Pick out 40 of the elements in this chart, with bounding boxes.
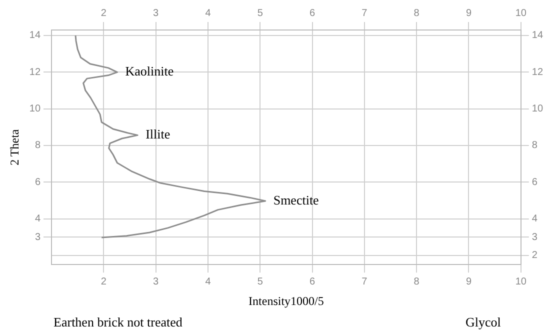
x2-tick-label: 6 bbox=[309, 276, 316, 288]
y-tick-label: 4 bbox=[34, 214, 41, 225]
y-tick-label: 3 bbox=[34, 232, 41, 243]
y2-tick-label: 10 bbox=[532, 104, 544, 115]
x2-tick-label: 5 bbox=[257, 276, 264, 288]
x-tick-label: 3 bbox=[153, 8, 160, 19]
y-tick-label: 12 bbox=[29, 66, 41, 78]
annotation: Kaolinite bbox=[125, 64, 174, 79]
x2-tick-label: 8 bbox=[414, 276, 420, 288]
x2-tick-label: 10 bbox=[515, 276, 527, 288]
x2-tick-label: 3 bbox=[153, 276, 160, 288]
y-tick-label: 14 bbox=[29, 30, 41, 42]
y2-tick-label: 12 bbox=[532, 66, 544, 78]
y2-tick-label: 4 bbox=[532, 214, 538, 225]
x-tick-label: 8 bbox=[414, 8, 420, 19]
x-tick-label: 7 bbox=[362, 8, 368, 19]
y-tick-label: 6 bbox=[34, 176, 41, 188]
x-tick-label: 9 bbox=[466, 8, 472, 19]
y2-tick-label: 8 bbox=[532, 140, 538, 152]
x2-tick-label: 9 bbox=[466, 276, 472, 288]
x2-tick-label: 4 bbox=[205, 276, 212, 288]
annotation: Smectite bbox=[273, 192, 320, 208]
y2-tick-label: 14 bbox=[532, 30, 544, 42]
annotation: Illite bbox=[146, 126, 170, 142]
x-axis-title: Intensity1000/5 bbox=[248, 294, 324, 308]
text: Earthen brick not treated bbox=[54, 314, 183, 330]
x-tick-label: 4 bbox=[205, 8, 212, 19]
x2-tick-label: 2 bbox=[100, 276, 107, 288]
text: Glycol bbox=[465, 314, 502, 330]
x2-tick-label: 7 bbox=[362, 276, 368, 288]
y2-tick-label: 2 bbox=[532, 250, 538, 262]
x-tick-label: 6 bbox=[309, 8, 316, 19]
x-tick-label: 5 bbox=[257, 8, 264, 19]
x-tick-label: 10 bbox=[515, 8, 527, 19]
x-tick-label: 2 bbox=[100, 8, 107, 19]
y-tick-label: 8 bbox=[34, 140, 41, 152]
y2-tick-label: 3 bbox=[532, 232, 538, 243]
y-tick-label: 10 bbox=[29, 104, 41, 115]
y-axis-title: 2 Theta bbox=[7, 128, 22, 166]
y2-tick-label: 6 bbox=[532, 176, 538, 188]
